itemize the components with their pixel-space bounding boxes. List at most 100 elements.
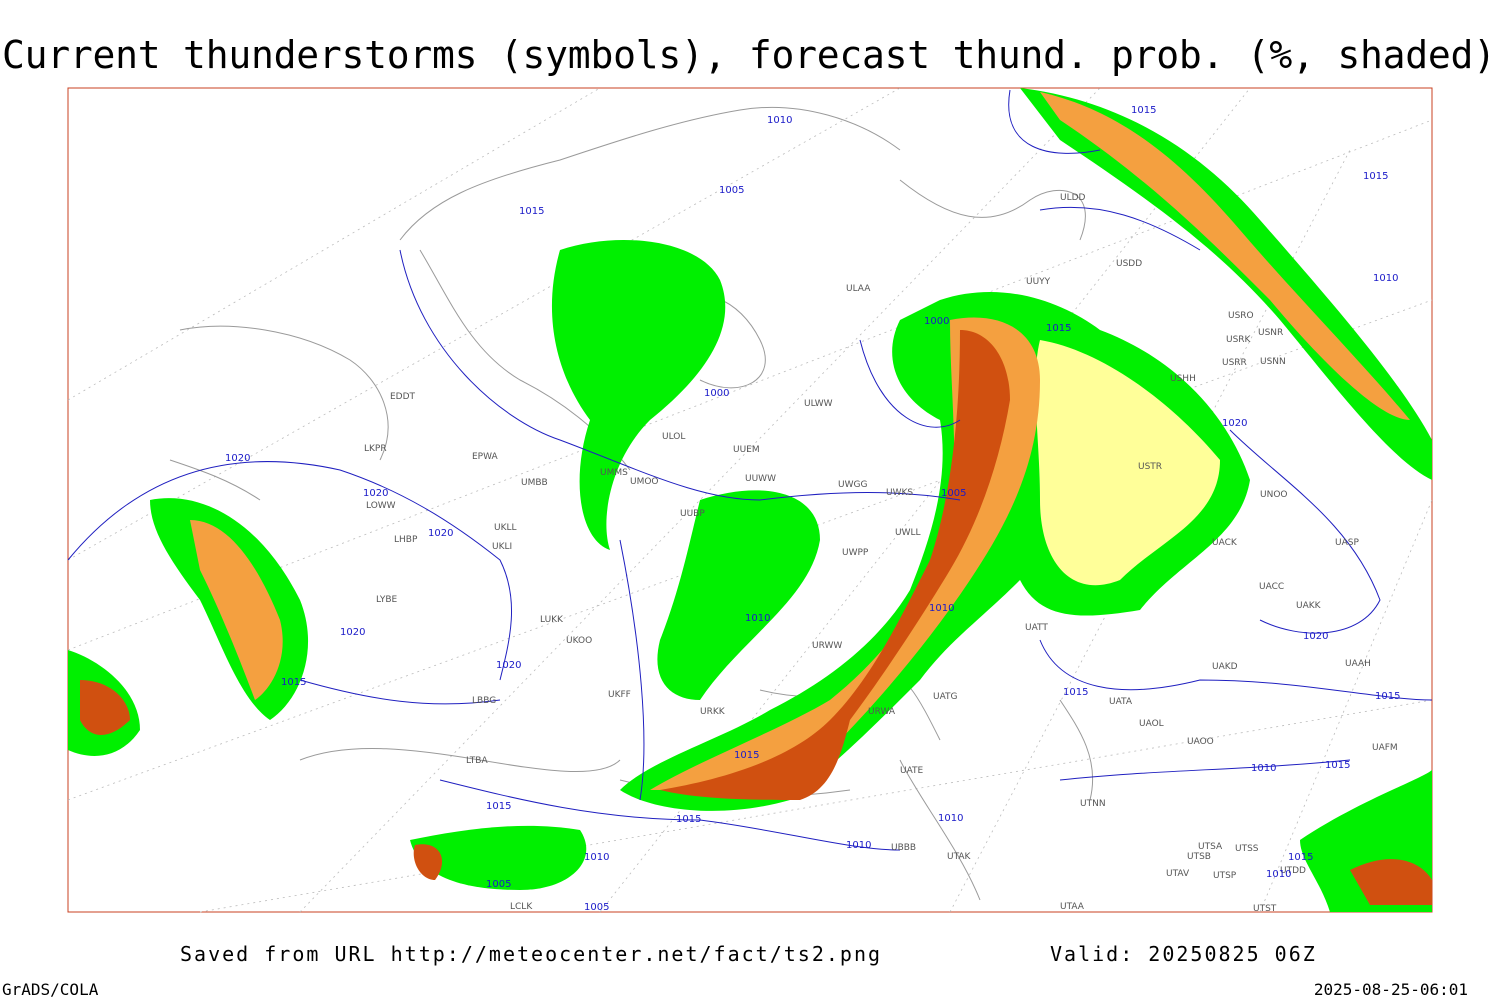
station-label: UWKS bbox=[886, 488, 913, 498]
station-label: UUYY bbox=[1026, 277, 1051, 287]
station-label: UTSS bbox=[1235, 844, 1259, 854]
isobar-label: 1010 bbox=[745, 613, 770, 624]
station-label: UMOO bbox=[630, 477, 659, 487]
station-label: LHBP bbox=[394, 535, 418, 545]
isobar-label: 1015 bbox=[734, 750, 759, 761]
station-label: UATE bbox=[900, 766, 924, 776]
station-label: UTAV bbox=[1166, 869, 1190, 879]
station-label: LUKK bbox=[540, 615, 564, 625]
station-label: UATG bbox=[933, 692, 958, 702]
isobar-label: 1020 bbox=[1222, 418, 1247, 429]
isobar-label: 1015 bbox=[1131, 105, 1156, 116]
station-label: UAAH bbox=[1345, 659, 1371, 669]
station-label: UWPP bbox=[842, 548, 869, 558]
isobar-label: 1015 bbox=[1363, 171, 1388, 182]
station-label: LCLK bbox=[510, 902, 533, 912]
station-label: UNOO bbox=[1260, 490, 1288, 500]
isobar-label: 1005 bbox=[486, 879, 511, 890]
map: ULDD USDD ULAA UUYY USRO USRK USNR USRR USNN USHH… bbox=[67, 87, 1433, 914]
isobar-label: 1000 bbox=[704, 388, 729, 399]
map-title: Current thunderstorms (symbols), forecas… bbox=[2, 33, 1498, 77]
isobar-label: 1010 bbox=[1373, 273, 1398, 284]
station-label: ULOL bbox=[662, 432, 685, 442]
station-label: UAKD bbox=[1212, 662, 1238, 672]
station-label: UTST bbox=[1253, 904, 1277, 914]
station-label: LYBE bbox=[376, 595, 397, 605]
isobars bbox=[67, 89, 1433, 851]
station-label: UKLL bbox=[494, 523, 517, 533]
station-label: EDDT bbox=[390, 392, 416, 402]
station-label: UTDD bbox=[1280, 866, 1306, 876]
station-label: UUWW bbox=[745, 474, 776, 484]
isobar-label: 1015 bbox=[1288, 852, 1313, 863]
software-credit: GrADS/COLA bbox=[2, 980, 99, 999]
station-label: UKFF bbox=[608, 690, 631, 700]
station-label: USRR bbox=[1222, 358, 1247, 368]
station-label: URKK bbox=[700, 707, 726, 717]
station-label: UUEM bbox=[733, 445, 760, 455]
station-label: LTBA bbox=[466, 756, 488, 766]
isobar-label: 1010 bbox=[846, 840, 871, 851]
station-label: EPWA bbox=[472, 452, 499, 462]
isobar-label: 1020 bbox=[225, 453, 250, 464]
station-label: UTSB bbox=[1187, 852, 1211, 862]
station-label: USRK bbox=[1226, 335, 1252, 345]
station-label: UTSA bbox=[1198, 842, 1223, 852]
station-label: ULWW bbox=[804, 399, 833, 409]
station-label: UUBP bbox=[680, 509, 705, 519]
station-label: UAFM bbox=[1372, 743, 1398, 753]
isobar-label: 1015 bbox=[1375, 691, 1400, 702]
isobar-labels: 1010 1015 1005 1015 1015 1010 1000 1015 1000 1020… bbox=[225, 105, 1400, 913]
station-label: LKPR bbox=[364, 444, 387, 454]
isobar-label: 1020 bbox=[1303, 631, 1328, 642]
station-label: URWW bbox=[812, 641, 842, 651]
isobar-label: 1010 bbox=[584, 852, 609, 863]
station-label: USRO bbox=[1228, 311, 1254, 321]
station-label: UTAA bbox=[1060, 902, 1085, 912]
valid-time: Valid: 20250825 06Z bbox=[1050, 942, 1317, 966]
isobar-label: 1015 bbox=[281, 677, 306, 688]
station-label: UACC bbox=[1259, 582, 1284, 592]
source-url: Saved from URL http://meteocenter.net/fa… bbox=[180, 942, 882, 966]
isobar-label: 1005 bbox=[719, 185, 744, 196]
isobar-label: 1020 bbox=[340, 627, 365, 638]
isobar-label: 1010 bbox=[929, 603, 954, 614]
station-label: UTNN bbox=[1080, 799, 1106, 809]
isobar-label: 1015 bbox=[1046, 323, 1071, 334]
station-label: UAKK bbox=[1296, 601, 1322, 611]
station-label: URWA bbox=[868, 707, 896, 717]
station-label: ULDD bbox=[1060, 193, 1086, 203]
isobar-label: 1010 bbox=[767, 115, 792, 126]
station-label: UWLL bbox=[895, 528, 921, 538]
station-label: USDD bbox=[1116, 259, 1142, 269]
isobar-label: 1010 bbox=[938, 813, 963, 824]
isobar-label: 1000 bbox=[924, 316, 949, 327]
station-label: UTSP bbox=[1213, 871, 1237, 881]
isobar-label: 1015 bbox=[1063, 687, 1088, 698]
station-label: UAOO bbox=[1187, 737, 1214, 747]
station-label: UATA bbox=[1109, 697, 1133, 707]
station-label: UTAK bbox=[947, 852, 972, 862]
station-label: UKOO bbox=[566, 636, 592, 646]
station-label: UMBB bbox=[521, 478, 548, 488]
station-labels: ULDD USDD ULAA UUYY USRO USRK USNR USRR USNN USHH… bbox=[364, 193, 1398, 914]
station-label: UACK bbox=[1212, 538, 1238, 548]
station-label: USTR bbox=[1138, 462, 1162, 472]
isobar-label: 1015 bbox=[676, 814, 701, 825]
station-label: UASP bbox=[1335, 538, 1359, 548]
station-label: UWGG bbox=[838, 480, 867, 490]
isobar-label: 1015 bbox=[519, 206, 544, 217]
station-label: USNR bbox=[1258, 328, 1283, 338]
isobar-label: 1015 bbox=[1325, 760, 1350, 771]
station-label: UMMS bbox=[600, 468, 628, 478]
isobar-label: 1010 bbox=[1251, 763, 1276, 774]
thunderstorm-probability-shading bbox=[68, 88, 1432, 912]
station-label: USNN bbox=[1260, 357, 1286, 367]
isobar-label: 1020 bbox=[363, 488, 388, 499]
station-label: UBBB bbox=[891, 843, 916, 853]
station-label: UKLI bbox=[492, 542, 512, 552]
station-label: ULAA bbox=[846, 284, 871, 294]
station-label: UAOL bbox=[1139, 719, 1164, 729]
isobar-label: 1020 bbox=[428, 528, 453, 539]
